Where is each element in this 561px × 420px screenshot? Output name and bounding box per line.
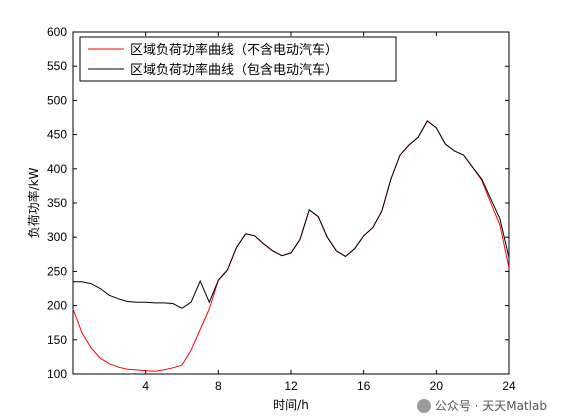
watermark: 公众号 · 天天Matlab (416, 397, 547, 414)
y-tick-label: 450 (47, 128, 67, 142)
x-tick-label: 12 (284, 379, 298, 393)
y-tick-label: 500 (47, 93, 67, 107)
x-tick-label: 24 (502, 379, 516, 393)
axis-ticks: 100 150 200 250 300 350 400 450 500 550 600 4 8 12 16 2… (47, 25, 516, 393)
legend-label-2: 区域负荷功率曲线（包含电动汽车） (130, 62, 338, 78)
y-tick-label: 100 (47, 367, 67, 381)
series-line-2 (73, 120, 510, 309)
wechat-icon (416, 398, 431, 413)
y-tick-label: 250 (47, 264, 67, 278)
legend-label-1: 区域负荷功率曲线（不含电动汽车） (130, 42, 338, 58)
y-tick-label: 300 (47, 230, 67, 244)
x-tick-label: 8 (215, 379, 222, 393)
plot-area (72, 31, 510, 375)
legend-box (79, 36, 397, 82)
watermark-text: 公众号 · 天天Matlab (434, 399, 547, 413)
x-axis-label: 时间/h (273, 398, 309, 412)
legend: 区域负荷功率曲线（不含电动汽车） 区域负荷功率曲线（包含电动汽车） (79, 36, 397, 82)
y-tick-label: 400 (47, 162, 67, 176)
x-tick-label: 20 (430, 379, 444, 393)
y-tick-label: 150 (47, 333, 67, 347)
y-axis-label: 负荷功率/kW (26, 167, 41, 238)
x-tick-label: 4 (142, 379, 149, 393)
y-tick-label: 350 (47, 196, 67, 210)
series-layer (72, 120, 510, 372)
y-tick-label: 600 (47, 25, 67, 39)
y-tick-label: 200 (47, 299, 67, 313)
y-tick-label: 550 (47, 59, 67, 73)
x-tick-label: 16 (357, 379, 371, 393)
